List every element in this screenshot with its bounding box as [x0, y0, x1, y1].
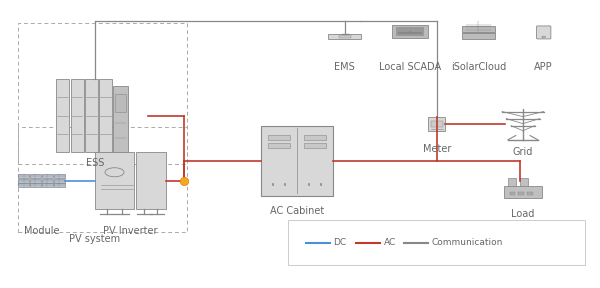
Text: AC: AC	[384, 238, 396, 247]
Bar	[30, 183, 41, 187]
FancyBboxPatch shape	[392, 25, 428, 38]
Text: Module: Module	[23, 226, 59, 236]
FancyBboxPatch shape	[428, 118, 445, 131]
Bar	[18, 179, 29, 183]
FancyBboxPatch shape	[461, 26, 495, 39]
Bar	[518, 192, 524, 195]
FancyBboxPatch shape	[56, 79, 70, 152]
FancyBboxPatch shape	[463, 32, 494, 33]
FancyBboxPatch shape	[520, 178, 528, 186]
Bar	[527, 192, 533, 195]
Text: Communication: Communication	[431, 238, 503, 247]
Bar	[304, 135, 326, 140]
Bar	[42, 183, 53, 187]
Text: iSolarCloud: iSolarCloud	[451, 62, 506, 72]
Bar	[304, 143, 326, 148]
Bar	[509, 192, 515, 195]
Text: ESS: ESS	[86, 158, 104, 168]
Bar	[268, 135, 290, 140]
Bar	[431, 121, 443, 127]
Text: PV Inverter: PV Inverter	[103, 226, 158, 236]
Bar	[18, 183, 29, 187]
Text: AC Cabinet: AC Cabinet	[270, 206, 324, 216]
Text: PV system: PV system	[70, 234, 121, 245]
FancyBboxPatch shape	[85, 79, 98, 152]
Bar	[18, 174, 29, 178]
FancyBboxPatch shape	[536, 26, 551, 39]
Text: Local SCADA: Local SCADA	[379, 62, 441, 72]
FancyBboxPatch shape	[262, 126, 332, 196]
Text: APP: APP	[535, 62, 553, 72]
FancyBboxPatch shape	[95, 152, 134, 209]
Bar	[503, 186, 542, 198]
Bar	[17, 22, 187, 164]
Bar	[54, 183, 65, 187]
FancyBboxPatch shape	[113, 86, 128, 152]
Text: Meter: Meter	[422, 144, 451, 154]
FancyBboxPatch shape	[508, 178, 517, 186]
FancyBboxPatch shape	[71, 79, 83, 152]
FancyBboxPatch shape	[115, 94, 127, 112]
Text: EMS: EMS	[334, 62, 355, 72]
Text: Grid: Grid	[513, 147, 533, 157]
Bar	[17, 127, 187, 232]
FancyBboxPatch shape	[99, 79, 112, 152]
Bar	[30, 179, 41, 183]
Bar	[42, 174, 53, 178]
Bar	[396, 27, 424, 36]
FancyBboxPatch shape	[338, 35, 350, 38]
Bar	[30, 174, 41, 178]
Bar	[42, 179, 53, 183]
Bar	[54, 174, 65, 178]
FancyBboxPatch shape	[136, 152, 166, 209]
Bar	[54, 179, 65, 183]
Text: Load: Load	[511, 209, 535, 219]
FancyBboxPatch shape	[288, 220, 586, 266]
Text: DC: DC	[333, 238, 346, 247]
Bar	[268, 143, 290, 148]
FancyBboxPatch shape	[328, 34, 361, 39]
